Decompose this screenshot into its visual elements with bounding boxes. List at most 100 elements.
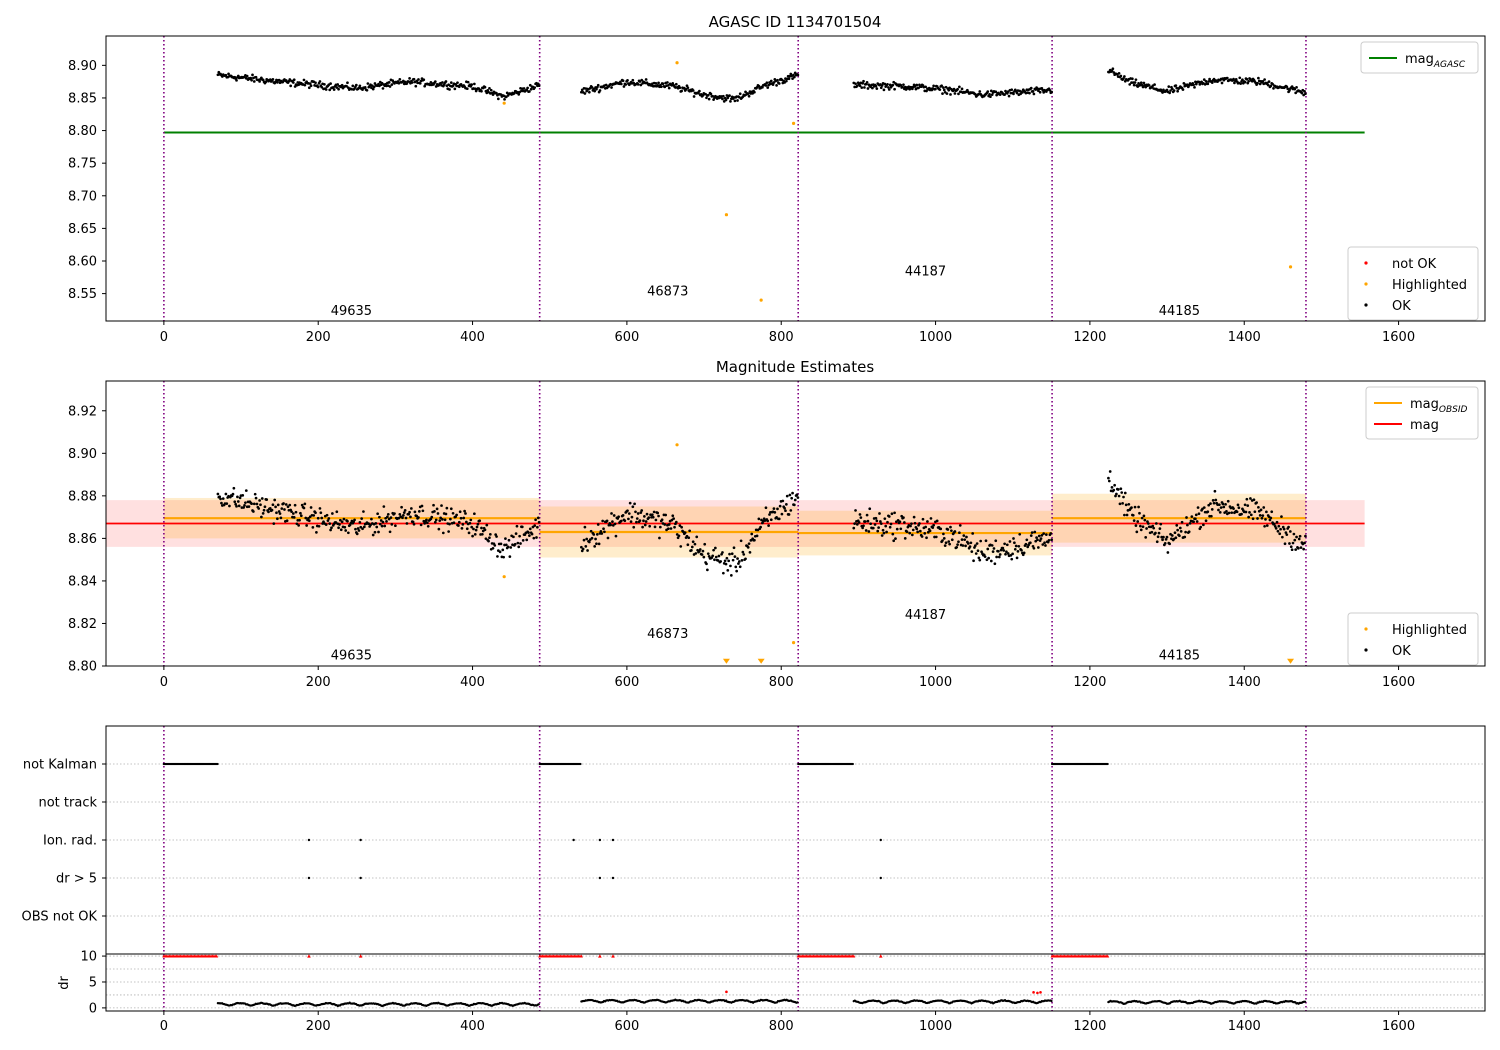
chart2-ok-point [1004, 552, 1007, 556]
chart2-ok-point [410, 507, 413, 510]
chart1-ok-point [1048, 88, 1052, 92]
chart4-capped-marker [579, 954, 583, 958]
chart2-ok-point [627, 512, 631, 515]
chart2-ok-point [1036, 538, 1039, 542]
chart2-ok-point [735, 569, 739, 573]
chart1-ok-point [1293, 87, 1297, 91]
chart4-not-ok-point [1032, 991, 1035, 994]
chart2-ok-point [1204, 519, 1208, 523]
chart2-ok-point [1186, 523, 1189, 527]
chart1-ok-point [271, 78, 275, 81]
chart2-ok-point [470, 525, 474, 529]
chart1-ok-point [1210, 81, 1214, 84]
chart1-bottom-legend-dot [1364, 261, 1368, 265]
chart1-ok-point [1137, 82, 1140, 85]
chart2-ok-point [1251, 517, 1255, 521]
chart1-ok-point [1295, 85, 1298, 89]
chart1-bottom-legend [1347, 246, 1479, 321]
chart2-ok-point [1174, 536, 1178, 540]
chart1-ok-point [1234, 77, 1238, 81]
chart2-ok-point [1185, 516, 1188, 519]
chart2-ok-point [488, 536, 491, 540]
chart2-ok-point [932, 523, 935, 527]
chart2-ok-point [648, 524, 652, 528]
chart2-ok-point [371, 533, 375, 537]
chart2-ok-point [776, 507, 779, 511]
chart2-ok-point [1190, 515, 1194, 518]
chart1-ok-point [949, 93, 952, 96]
chart2-ok-point [706, 552, 710, 556]
chart2-ok-point [726, 568, 730, 572]
chart2-ok-point [260, 497, 264, 500]
chart1-ok-point [854, 82, 857, 86]
chart2-ok-point [792, 503, 796, 507]
chart2-ok-point [639, 511, 643, 514]
chart2-ok-point [258, 499, 261, 502]
chart2-ok-point [278, 512, 282, 515]
chart2-ok-point [1040, 533, 1044, 537]
chart2-ok-point [721, 551, 724, 554]
chart2-ok-point [641, 525, 644, 529]
chart2-ok-point [362, 510, 365, 513]
chart1-ok-point [1153, 83, 1156, 86]
chart2-ok-point [458, 510, 462, 514]
chart2-ok-point [920, 535, 924, 538]
chart2-ok-point [1287, 525, 1290, 529]
chart2-ok-point [603, 530, 606, 534]
chart1-ok-point [329, 82, 332, 85]
chart1-ok-point [1267, 80, 1271, 83]
chart2-ok-point [465, 527, 469, 531]
chart2-ok-point [1243, 503, 1247, 507]
chart2-ok-point [433, 520, 437, 524]
chart2-ok-point [290, 510, 293, 514]
chart1-ok-point [235, 78, 238, 82]
chart1-ok-point [580, 88, 584, 92]
chart1-ok-point [636, 83, 640, 86]
chart1-ok-point [537, 84, 541, 88]
chart1-ok-point [528, 90, 531, 93]
chart1-ok-point [444, 80, 448, 83]
chart1-ok-point [1119, 74, 1123, 78]
chart2-ok-point [911, 528, 915, 532]
chart1-title: AGASC ID 1134701504 [709, 13, 882, 31]
chart2-ok-point [252, 510, 255, 513]
chart2-ok-point [1009, 554, 1013, 557]
chart1-ok-point [956, 87, 959, 91]
chart1-ok-point [674, 82, 678, 86]
chart2-ok-point [711, 554, 715, 558]
chart2-ok-point [876, 529, 880, 533]
chart2-xtick-label: 600 [614, 675, 639, 690]
chart2-ok-point [1110, 486, 1114, 489]
chart2-ok-point [617, 515, 620, 519]
chart1-ok-point [448, 88, 451, 91]
chart2-ok-point [1246, 504, 1250, 507]
chart2-ok-point [298, 518, 301, 522]
chart1-ok-point [503, 97, 506, 101]
chart1-highlighted-point [675, 61, 679, 65]
chart1-ok-point [698, 89, 701, 93]
chart2-ok-point [1303, 541, 1306, 545]
chart2-ok-point [236, 495, 239, 499]
chart1-ok-point [1290, 85, 1294, 88]
chart2-ok-point [261, 512, 265, 515]
chart2-ok-point [1166, 551, 1170, 554]
chart1-top-legend-subscript: AGASC [1433, 60, 1466, 70]
chart2-ok-point [1253, 510, 1257, 514]
chart2-ok-point [355, 532, 359, 536]
chart1-ok-point [765, 81, 769, 85]
chart2-ok-point [390, 523, 394, 526]
chart2-ok-point [964, 544, 967, 548]
chart1-ok-point [387, 81, 391, 84]
chart2-ok-point [225, 502, 229, 505]
chart2-xtick-label: 1400 [1228, 675, 1261, 690]
chart1-ok-point [1303, 90, 1306, 93]
chart2-ok-point [785, 494, 789, 498]
chart1-ok-point [785, 79, 788, 83]
chart2-ok-point [275, 511, 278, 515]
chart2-ok-point [793, 498, 797, 502]
chart2-ok-point [611, 523, 615, 527]
chart2-ok-point [956, 543, 959, 546]
chart2-ytick-label: 8.90 [68, 447, 97, 462]
chart2-xtick-label: 400 [460, 675, 485, 690]
chart2-bottom-legend-label: Highlighted [1392, 623, 1467, 638]
